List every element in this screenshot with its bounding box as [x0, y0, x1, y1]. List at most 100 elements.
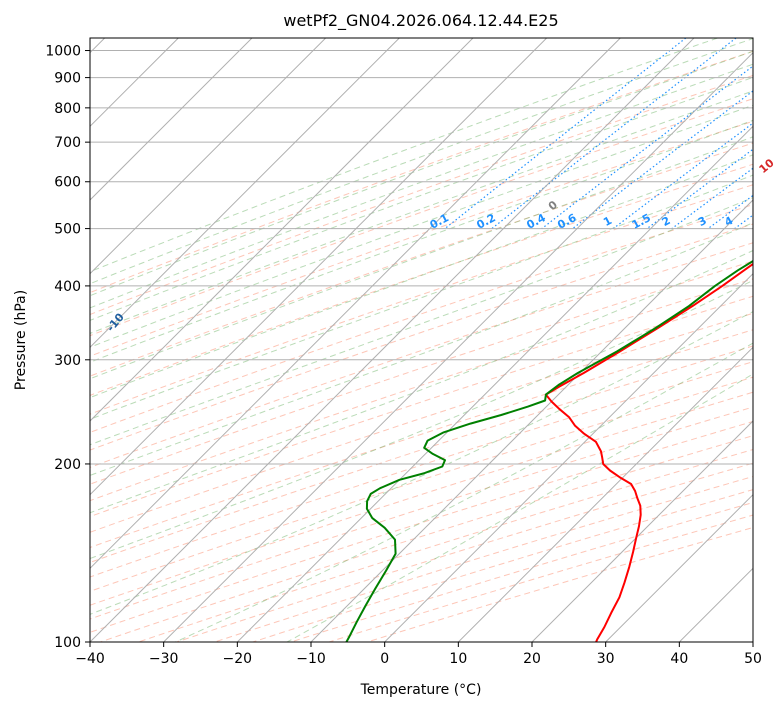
profile-lines — [345, 259, 753, 642]
mixing-ratio-label: 1 — [601, 214, 614, 229]
x-tick-label: −20 — [223, 651, 253, 667]
y-tick-label: 800 — [54, 101, 81, 117]
dry-adiabat-line — [90, 391, 753, 606]
isotherm-line — [605, 493, 753, 642]
y-tick-label: 300 — [54, 353, 81, 369]
mixing-ratio-line — [444, 38, 687, 230]
x-tick-label: −30 — [149, 651, 179, 667]
moist-adiabat-line — [175, 342, 753, 642]
moist-adiabat-label: 10 — [757, 156, 775, 176]
dry-adiabat-line — [290, 501, 753, 642]
dewpoint-line — [345, 259, 753, 642]
y-tick-label: 500 — [54, 222, 81, 238]
x-tick-label: 0 — [380, 651, 389, 667]
x-tick-label: −10 — [296, 651, 326, 667]
dry-adiabat-line — [90, 345, 753, 563]
grid-lines — [90, 38, 753, 642]
dry-adiabat-line — [90, 98, 753, 337]
x-tick-label: 10 — [449, 651, 467, 667]
x-tick-label: −40 — [75, 651, 105, 667]
dry-adiabat-line — [90, 74, 753, 316]
moist-adiabat-line — [90, 222, 753, 476]
y-tick-label: 700 — [54, 135, 81, 151]
dry-adiabat-line — [252, 489, 753, 642]
mixing-ratio-line — [612, 122, 753, 230]
dry-adiabat-line — [90, 376, 753, 592]
dry-adiabat-line — [90, 204, 753, 433]
mixing-ratio-line — [734, 214, 753, 230]
moist-adiabat-line — [90, 38, 753, 285]
moist-adiabat-line — [90, 279, 753, 560]
y-tick-label: 1000 — [45, 44, 81, 60]
isotherm-line — [90, 38, 400, 349]
y-tick-label: 400 — [54, 279, 81, 295]
y-tick-label: 200 — [54, 457, 81, 473]
dry-adiabat-line — [90, 184, 753, 415]
dry-adiabat-line — [90, 312, 753, 533]
dry-adiabat-line — [90, 260, 753, 485]
x-axis-title: Temperature (°C) — [360, 682, 482, 698]
moist-adiabat-line — [90, 104, 753, 348]
y-axis-title: Pressure (hPa) — [13, 290, 29, 390]
moist-adiabat-line — [90, 136, 753, 380]
isotherm-line — [163, 51, 753, 642]
dry-adiabat-line — [90, 361, 753, 578]
moist-adiabat-line — [90, 90, 753, 334]
mixing-ratio-line — [491, 38, 737, 230]
moist-adiabat-line — [90, 38, 718, 273]
moist-adiabat-line — [90, 174, 753, 420]
isotherm-line — [90, 38, 253, 201]
dry-adiabat-line — [90, 278, 753, 502]
dry-adiabat-line — [176, 462, 753, 642]
mixing-ratio-label: 4 — [722, 214, 735, 229]
isotherm-line — [457, 346, 753, 642]
moist-adiabat-line — [90, 119, 753, 363]
x-tick-label: 20 — [523, 651, 541, 667]
isotherm-line — [90, 38, 327, 275]
moist-adiabat-line — [90, 197, 753, 446]
moist-adiabat-line — [90, 50, 753, 297]
chart-title: wetPf2_GN04.2026.064.12.44.E25 — [283, 11, 558, 31]
moist-adiabat-line — [90, 250, 753, 514]
moist-adiabat-line — [90, 154, 753, 399]
y-tick-label: 600 — [54, 175, 81, 191]
y-tick-label: 900 — [54, 71, 81, 87]
dry-adiabat-line — [214, 475, 753, 642]
line-labels: -100-90-80-70-60-50-40-30-20-100.10.20.4… — [104, 156, 775, 334]
dry-adiabat-line — [90, 295, 753, 518]
mixing-ratio-label: 2 — [660, 214, 673, 229]
y-tick-label: 100 — [54, 635, 81, 651]
dry-adiabat-line — [138, 448, 753, 642]
dry-adiabat-line — [90, 242, 753, 468]
dry-adiabat-line — [90, 142, 753, 377]
isotherm-line — [531, 420, 753, 642]
mixing-ratio-line — [541, 65, 753, 230]
dry-adiabat-line — [100, 435, 753, 642]
moist-adiabat-line — [90, 63, 753, 309]
background-lines — [90, 38, 753, 642]
dry-adiabat-line — [90, 50, 753, 294]
isotherm-line — [90, 38, 548, 496]
dry-adiabat-line — [90, 329, 753, 549]
moist-adiabat-line — [286, 373, 753, 642]
isotherm-line — [236, 125, 753, 642]
dry-adiabat-line — [90, 120, 753, 357]
x-tick-label: 50 — [744, 651, 762, 667]
plot-frame — [89, 37, 754, 643]
dry-adiabat-line — [90, 223, 753, 451]
x-axis-ticks: −40 −30 −20 −10 0 10 20 30 40 50 — [75, 642, 762, 667]
x-tick-label: 30 — [597, 651, 615, 667]
isotherm-line — [384, 272, 753, 642]
isotherm-line — [90, 38, 621, 570]
dry-adiabat-line — [90, 163, 753, 396]
isotherm-line — [90, 38, 695, 642]
isotherm-line — [678, 567, 753, 642]
x-tick-label: 40 — [670, 651, 688, 667]
isotherm-line — [752, 641, 753, 642]
isotherm-line — [310, 199, 753, 642]
moist-adiabat-line — [90, 76, 753, 321]
isotherm-line — [90, 38, 474, 422]
moist-adiabat-line — [90, 311, 753, 615]
y-axis-ticks: 100 200 300 400 500 600 700 800 900 1000 — [45, 44, 90, 651]
